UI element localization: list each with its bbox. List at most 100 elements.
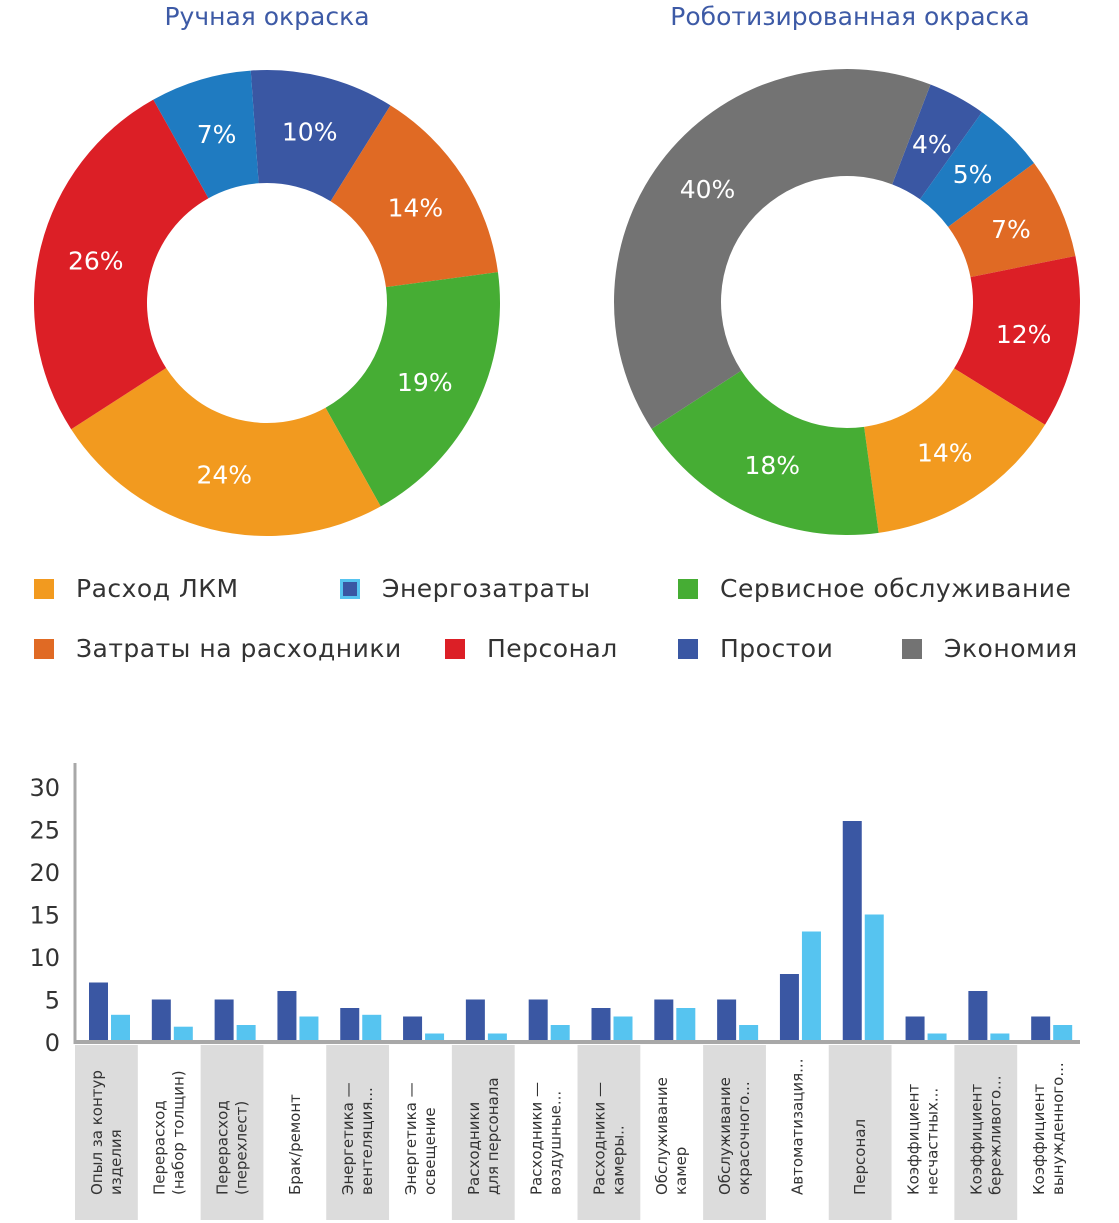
x-tick-label-line: окрасочного...	[735, 1081, 753, 1195]
donut-slice	[250, 69, 391, 202]
slice-label: 14%	[388, 193, 444, 222]
x-tick-label-line: Коэффициент	[967, 1084, 985, 1195]
donut-slice	[153, 70, 259, 199]
x-tick-label-line: Перерасход	[214, 1100, 232, 1195]
bar-series-2	[299, 1016, 319, 1042]
bar-series-1	[654, 999, 674, 1042]
x-tick-label-line: вынужденного...	[1049, 1062, 1067, 1195]
bar-series-2	[676, 1008, 696, 1042]
slice-label: 7%	[197, 120, 237, 149]
legend-label: Простои	[720, 634, 834, 663]
x-tick-label-line: Персонал	[851, 1119, 869, 1195]
donut-slice	[651, 370, 879, 535]
bar-series-2	[864, 914, 884, 1042]
x-tick-label-line: Расходники —	[590, 1082, 608, 1195]
slice-label: 12%	[996, 320, 1052, 349]
donut-slice	[864, 368, 1046, 533]
x-tick-label-line: (набор толщин)	[170, 1070, 188, 1195]
legend-swatch	[445, 638, 465, 659]
y-tick-label: 20	[29, 859, 60, 887]
category-band	[326, 1045, 390, 1220]
legend-swatch	[34, 578, 54, 599]
donut-slice	[948, 163, 1076, 278]
slice-label: 24%	[197, 460, 253, 489]
x-tick-label-line: Обслуживание	[716, 1077, 734, 1195]
legend-item-energy: Энергозатраты	[340, 574, 591, 603]
legend-item-consumables: Затраты на расходники	[34, 634, 402, 663]
x-tick-label: Перерасход(перехлест)	[214, 1100, 251, 1195]
category-band	[703, 1045, 766, 1220]
donut-slice	[33, 99, 209, 430]
x-tick-label: Коэффициентнесчастных...	[904, 1084, 941, 1195]
x-tick-label: Опыл за контуризделия	[88, 1070, 125, 1195]
x-tick-label-line: Обслуживание	[653, 1077, 671, 1195]
x-tick-label: Коэффициентбережливого...	[967, 1076, 1004, 1195]
x-tick-label-line: несчастных...	[923, 1088, 941, 1195]
legend-swatch	[678, 578, 698, 599]
legend-label: Энергозатраты	[382, 574, 591, 603]
bar-series-2	[801, 931, 821, 1042]
bar-series-1	[340, 1008, 360, 1042]
category-band	[451, 1045, 515, 1220]
x-tick-label: Брак/ремонт	[286, 1094, 304, 1195]
bar-series-1	[214, 999, 234, 1042]
legend-swatch	[340, 578, 360, 599]
x-tick-label: Персонал	[851, 1119, 869, 1195]
bar-series-1	[403, 1016, 423, 1042]
x-tick-label: Обслуживаниекамер	[653, 1077, 690, 1195]
y-tick-label: 0	[45, 1029, 60, 1057]
legend-label: Затраты на расходники	[76, 634, 402, 663]
slice-label: 5%	[953, 160, 993, 189]
slice-label: 40%	[680, 175, 736, 204]
x-tick-label-line: вентеляция...	[358, 1087, 376, 1195]
bar-series-2	[739, 1025, 759, 1042]
bar-series-1	[779, 974, 799, 1042]
bar-series-2	[425, 1033, 445, 1042]
bar-series-2	[550, 1025, 570, 1042]
legend-swatch	[902, 638, 922, 659]
x-tick-label: Расходникидля персонала	[465, 1077, 502, 1195]
y-tick-label: 15	[29, 902, 60, 930]
x-tick-label: Коэффициентвынужденного...	[1030, 1062, 1067, 1195]
legend-item-paint-consumption: Расход ЛКМ	[34, 574, 239, 603]
x-tick-label-line: камер	[672, 1147, 690, 1195]
bar-series-2	[173, 1026, 193, 1042]
x-tick-label-line: изделия	[107, 1129, 125, 1195]
x-tick-label-line: освещение	[421, 1107, 439, 1195]
bar-series-1	[968, 991, 988, 1042]
bar-series-1	[842, 821, 862, 1042]
slice-label: 4%	[912, 130, 952, 159]
manual-painting-title: Ручная окраска	[164, 2, 370, 31]
legend-swatch	[678, 638, 698, 659]
donut-slice	[330, 105, 498, 288]
legend-item-service: Сервисное обслуживание	[678, 574, 1071, 603]
bar-series-1	[1031, 1016, 1051, 1042]
robotic-painting-title: Роботизированная окраска	[670, 2, 1030, 31]
bar-series-2	[236, 1025, 256, 1042]
slice-label: 19%	[397, 368, 453, 397]
category-band	[200, 1045, 264, 1220]
bar-series-2	[613, 1016, 633, 1042]
bar-series-2	[487, 1033, 507, 1042]
donut-slice	[71, 368, 381, 536]
x-tick-label-line: Брак/ремонт	[286, 1094, 304, 1195]
x-tick-label: Энергетика —вентеляция...	[339, 1082, 376, 1195]
x-tick-label: Энергетика —освещение	[402, 1082, 439, 1195]
bar-series-1	[277, 991, 297, 1042]
donut-slice	[954, 255, 1080, 425]
slice-label: 26%	[68, 246, 124, 275]
x-tick-label-line: бережливого...	[986, 1076, 1004, 1195]
x-tick-label-line: Энергетика —	[339, 1082, 357, 1195]
bar-series-2	[362, 1014, 382, 1042]
y-tick-label: 30	[29, 774, 60, 802]
slice-label: 18%	[744, 451, 800, 480]
slice-label: 7%	[991, 215, 1031, 244]
donut-slice	[325, 272, 500, 507]
x-tick-label: Перерасход(набор толщин)	[151, 1070, 188, 1195]
x-tick-label-line: камеры..	[609, 1125, 627, 1195]
x-tick-label-line: Энергетика —	[402, 1082, 420, 1195]
x-tick-label-line: воздушные...	[547, 1091, 565, 1195]
x-tick-label-line: Автоматизация...	[788, 1059, 806, 1195]
donut-slice	[892, 84, 982, 200]
